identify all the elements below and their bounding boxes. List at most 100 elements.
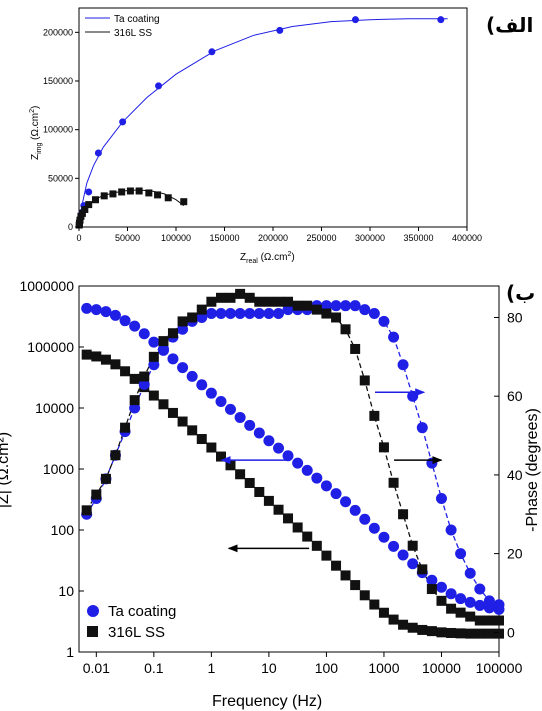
bode-point-ta <box>455 593 467 605</box>
bode-point-ss <box>474 628 485 639</box>
bode-legend: Ta coating 316L SS <box>87 603 176 641</box>
bode-point-ta <box>359 513 371 525</box>
bode-point-ss <box>91 489 102 500</box>
bode-point-ss <box>331 312 342 323</box>
bode-point-ta <box>368 308 380 320</box>
bode-point-ta <box>349 300 361 312</box>
bode-point-ta <box>129 320 141 332</box>
nyquist-point-ta <box>85 188 93 196</box>
bode-y-right-tick-label: 80 <box>507 309 523 325</box>
panel-label-bottom: (ب <box>506 281 535 305</box>
bode-point-ta <box>196 311 208 323</box>
bode-point-ss <box>292 522 303 533</box>
bode-point-ss <box>494 628 504 639</box>
bode-point-ss <box>311 304 322 315</box>
bode-point-ss <box>369 410 380 421</box>
bode-point-ss <box>465 611 476 622</box>
bode-point-ss <box>388 477 399 488</box>
bode-point-ta <box>493 599 505 611</box>
bode-x-tick-label: 0.1 <box>144 660 164 676</box>
bode-point-ss <box>484 615 495 626</box>
bode-plot-frame <box>78 285 500 653</box>
bode-y-right-tick-label: 40 <box>507 467 523 483</box>
nyquist-x-tick-label: 350000 <box>403 233 433 243</box>
bode-point-ta <box>138 328 150 340</box>
bode-point-ss <box>206 442 217 453</box>
bode-point-ta <box>224 403 236 415</box>
bode-x-label: Frequency (Hz) <box>212 693 322 710</box>
bode-point-ta <box>426 457 438 469</box>
legend-marker-ss <box>87 626 98 637</box>
bode-point-ta <box>196 379 208 391</box>
nyquist-x-tick-label: 300000 <box>355 233 385 243</box>
bode-y-right-tick-label: 0 <box>507 624 515 640</box>
bode-point-ss <box>369 599 380 610</box>
bode-point-ta <box>177 362 189 374</box>
bode-point-ss <box>148 390 159 401</box>
nyquist-point-ss <box>78 209 86 217</box>
bode-point-ta <box>167 353 179 365</box>
bode-point-ta <box>330 300 342 312</box>
bode-point-ss <box>167 328 178 339</box>
bode-point-ss <box>292 300 303 311</box>
bode-point-ss <box>417 564 428 575</box>
bode-point-ta <box>253 308 265 320</box>
bode-x-tick-label: 100000 <box>476 660 523 676</box>
nyquist-y-label: Zimg (Ω.cm2) <box>29 106 43 160</box>
nyquist-point-ta <box>94 149 102 157</box>
bode-point-ss <box>273 504 284 515</box>
bode-marks <box>81 288 505 639</box>
bode-point-ta <box>340 496 352 508</box>
bode-point-ta <box>435 493 447 505</box>
nyquist-point-ss <box>109 190 117 198</box>
bode-point-ta <box>148 336 160 348</box>
bode-y-left-tick-label: 10 <box>58 583 74 599</box>
nyquist-point-ss <box>76 216 84 224</box>
bode-point-ss <box>263 495 274 506</box>
bode-point-ss <box>244 477 255 488</box>
nyquist-point-ss <box>91 196 99 204</box>
bode-point-ta <box>464 596 476 608</box>
bode-point-ta <box>215 308 227 320</box>
bode-point-ta <box>148 359 160 371</box>
bode-point-ss <box>235 469 246 480</box>
bode-legend-label-ss: 316L SS <box>108 624 165 641</box>
nyquist-x-tick-label: 0 <box>76 233 81 243</box>
bode-y-left-tick-label: 1000 <box>43 461 74 477</box>
bode-point-ta <box>397 549 409 561</box>
bode-point-ta <box>138 378 150 390</box>
bode-point-ta <box>426 574 438 586</box>
bode-point-ss <box>446 627 457 638</box>
legend-label-ss: 316L SS <box>114 28 152 39</box>
bode-point-ta <box>292 457 304 469</box>
bode-point-ta <box>157 343 169 355</box>
nyquist-point-ss <box>180 198 188 206</box>
bode-x-tick-label: 1 <box>207 660 215 676</box>
bode-arrows <box>220 388 443 553</box>
bode-y-left-ticks: 1 10 100 1000 10000 100000 1000000 <box>19 278 84 660</box>
bode-point-ss <box>196 434 207 445</box>
bode-point-ss <box>139 371 150 382</box>
bode-point-ss <box>321 550 332 561</box>
bode-point-ss <box>196 304 207 315</box>
bode-point-ta <box>109 309 121 321</box>
bode-point-ta <box>263 435 275 447</box>
bode-point-ss <box>465 628 476 639</box>
nyquist-point-ta <box>437 16 445 24</box>
bode-point-ta <box>234 308 246 320</box>
nyquist-point-ta <box>155 82 163 90</box>
nyquist-point-ta <box>351 16 359 24</box>
nyquist-point-ss <box>100 192 108 200</box>
nyquist-y-tick-label: 100000 <box>43 125 73 135</box>
bode-point-ss <box>81 349 92 360</box>
panel-label-top: (الف <box>486 13 533 37</box>
bode-point-ta <box>483 595 495 607</box>
bode-point-ta <box>445 524 457 536</box>
bode-point-ss <box>110 450 121 461</box>
nyquist-chart: 0 50000 100000 150000 200000 250000 300000 3500… <box>29 7 533 265</box>
bode-point-ss <box>378 607 389 618</box>
bode-point-ta <box>320 480 332 492</box>
bode-point-ss <box>426 584 437 595</box>
bode-point-ta <box>177 323 189 335</box>
bode-x-tick-label: 10000 <box>422 660 461 676</box>
